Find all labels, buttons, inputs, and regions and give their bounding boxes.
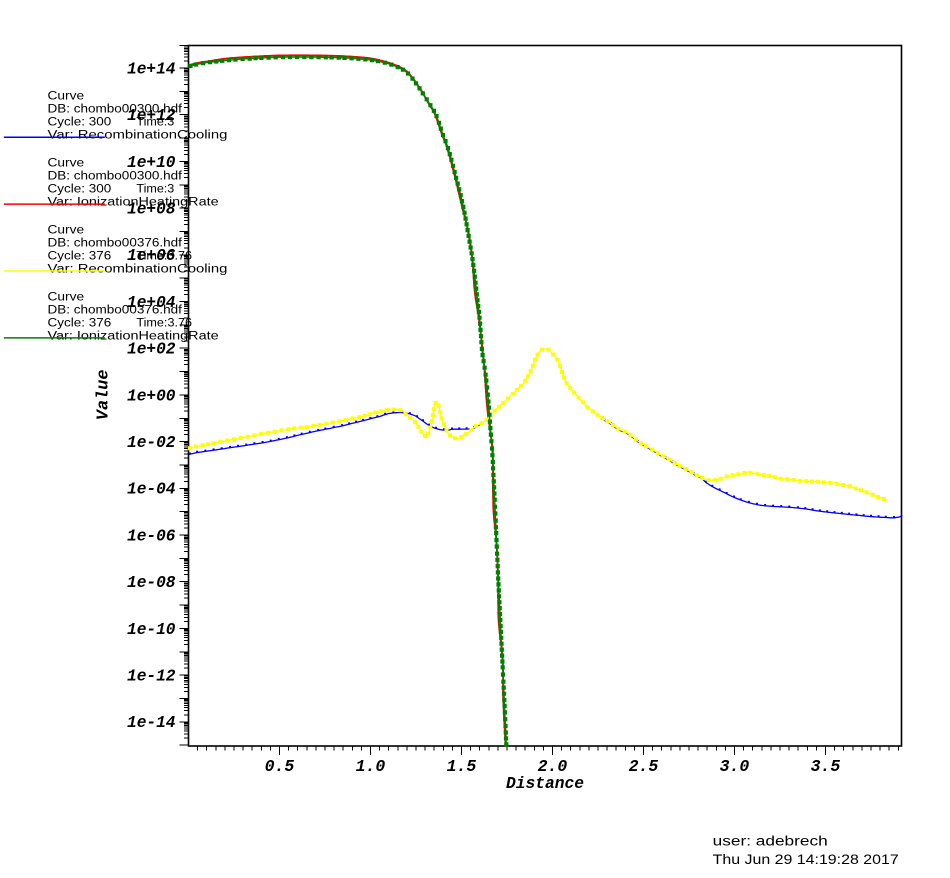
svg-text:Thu Jun 29 14:19:28 2017: Thu Jun 29 14:19:28 2017 xyxy=(713,852,899,867)
svg-text:2.5: 2.5 xyxy=(629,757,659,776)
svg-text:1e-14: 1e-14 xyxy=(127,713,176,732)
svg-text:Curve: Curve xyxy=(48,158,85,170)
svg-text:1e+10: 1e+10 xyxy=(127,153,176,172)
svg-text:1e-04: 1e-04 xyxy=(127,480,176,499)
svg-text:Cycle: 300: Cycle: 300 xyxy=(48,117,112,129)
svg-text:Time:3: Time:3 xyxy=(136,184,174,196)
svg-text:2.0: 2.0 xyxy=(538,757,568,776)
svg-text:Var: RecombinationCooling: Var: RecombinationCooling xyxy=(48,130,228,142)
svg-text:1e-08: 1e-08 xyxy=(127,573,176,592)
svg-text:Curve: Curve xyxy=(48,291,85,303)
svg-text:3.0: 3.0 xyxy=(720,757,750,776)
svg-text:Cycle: 300: Cycle: 300 xyxy=(48,184,112,196)
svg-text:1e+04: 1e+04 xyxy=(127,293,176,312)
svg-text:DB: chombo00300.hdf: DB: chombo00300.hdf xyxy=(48,104,183,116)
svg-text:1e-02: 1e-02 xyxy=(127,433,176,452)
svg-text:Value: Value xyxy=(94,369,113,420)
svg-text:1.5: 1.5 xyxy=(447,757,477,776)
svg-text:Time:3.76: Time:3.76 xyxy=(136,250,192,262)
svg-text:1.0: 1.0 xyxy=(356,757,386,776)
svg-text:1e+02: 1e+02 xyxy=(127,340,176,359)
svg-text:1e+00: 1e+00 xyxy=(127,386,176,405)
svg-text:1e-10: 1e-10 xyxy=(127,620,176,639)
svg-text:0.5: 0.5 xyxy=(265,757,295,776)
svg-text:1e+14: 1e+14 xyxy=(127,59,176,78)
svg-text:1e+08: 1e+08 xyxy=(127,200,176,219)
svg-text:Curve: Curve xyxy=(48,224,85,236)
svg-text:Var: IonizationHeatingRate: Var: IonizationHeatingRate xyxy=(48,330,219,342)
svg-text:1e-12: 1e-12 xyxy=(127,667,176,686)
svg-text:Var: IonizationHeatingRate: Var: IonizationHeatingRate xyxy=(48,197,219,209)
svg-text:user: adebrech: user: adebrech xyxy=(713,834,828,849)
svg-text:Time:3.76: Time:3.76 xyxy=(136,317,192,329)
svg-text:1e+06: 1e+06 xyxy=(127,246,176,265)
svg-text:1e-06: 1e-06 xyxy=(127,526,176,545)
svg-text:DB: chombo00376.hdf: DB: chombo00376.hdf xyxy=(48,237,183,249)
svg-text:Distance: Distance xyxy=(506,774,584,793)
svg-text:DB: chombo00376.hdf: DB: chombo00376.hdf xyxy=(48,304,183,316)
svg-text:Cycle: 376: Cycle: 376 xyxy=(48,317,112,329)
svg-text:DB: chombo00300.hdf: DB: chombo00300.hdf xyxy=(48,171,183,183)
svg-text:3.5: 3.5 xyxy=(811,757,841,776)
svg-text:Curve: Curve xyxy=(48,91,85,103)
svg-text:Cycle: 376: Cycle: 376 xyxy=(48,250,112,262)
svg-text:Var: RecombinationCooling: Var: RecombinationCooling xyxy=(48,263,228,275)
svg-text:1e+12: 1e+12 xyxy=(127,106,176,125)
svg-text:Time:3: Time:3 xyxy=(136,117,174,129)
